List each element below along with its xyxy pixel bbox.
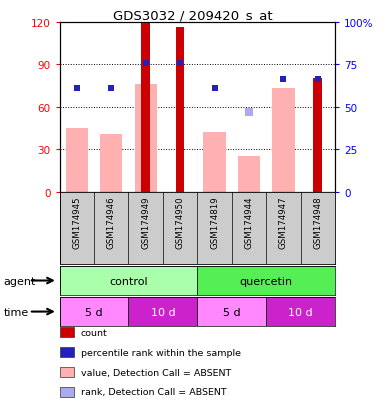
Text: 5 d: 5 d: [223, 307, 241, 317]
Text: time: time: [4, 307, 29, 317]
Bar: [266, 297, 335, 326]
Text: GSM174949: GSM174949: [141, 196, 150, 248]
Text: 5 d: 5 d: [85, 307, 103, 317]
Text: GSM174950: GSM174950: [176, 196, 185, 248]
Bar: [238, 157, 260, 192]
Text: percentile rank within the sample: percentile rank within the sample: [81, 348, 241, 357]
Text: quercetin: quercetin: [239, 276, 293, 286]
Text: count: count: [81, 328, 107, 337]
Bar: [203, 133, 226, 192]
Text: GDS3032 / 209420_s_at: GDS3032 / 209420_s_at: [113, 9, 272, 22]
Bar: [141, 23, 150, 192]
Bar: [60, 297, 129, 326]
Bar: [272, 89, 295, 192]
Bar: [197, 297, 266, 326]
Text: value, Detection Call = ABSENT: value, Detection Call = ABSENT: [81, 368, 231, 377]
Text: GSM174948: GSM174948: [313, 196, 322, 248]
Text: 10 d: 10 d: [151, 307, 175, 317]
Text: rank, Detection Call = ABSENT: rank, Detection Call = ABSENT: [81, 387, 226, 396]
Text: GSM174945: GSM174945: [72, 196, 81, 248]
Bar: [176, 28, 184, 192]
Bar: [197, 266, 335, 295]
Text: control: control: [109, 276, 148, 286]
Bar: [134, 85, 157, 192]
Bar: [129, 297, 197, 326]
Bar: [66, 128, 88, 192]
Bar: [60, 266, 197, 295]
Bar: [100, 134, 122, 192]
Text: GSM174947: GSM174947: [279, 196, 288, 248]
Text: 10 d: 10 d: [288, 307, 313, 317]
Bar: [313, 79, 322, 192]
Text: agent: agent: [4, 276, 36, 286]
Text: GSM174819: GSM174819: [210, 196, 219, 248]
Text: GSM174946: GSM174946: [107, 196, 116, 248]
Text: GSM174944: GSM174944: [244, 196, 253, 248]
